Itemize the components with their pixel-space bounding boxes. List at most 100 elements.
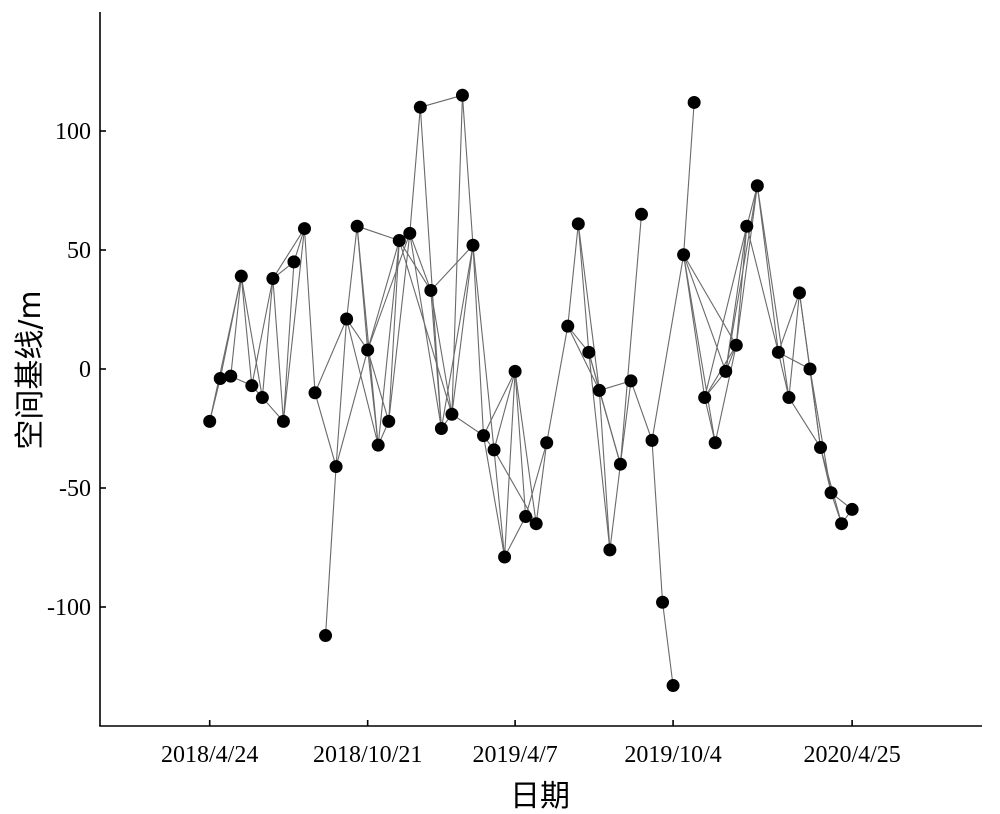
data-point xyxy=(708,436,722,450)
connection-line xyxy=(662,602,674,686)
x-tick-label: 2020/4/25 xyxy=(803,742,900,768)
connection-line xyxy=(282,228,306,422)
connection-line xyxy=(409,107,421,234)
data-point xyxy=(466,238,480,252)
data-point xyxy=(403,226,417,240)
data-points xyxy=(203,88,859,693)
data-point xyxy=(729,338,743,352)
connection-line xyxy=(504,371,516,558)
connection-line xyxy=(756,185,790,398)
data-point xyxy=(434,422,448,435)
x-tick-label: 2019/4/7 xyxy=(472,742,557,768)
connection-line xyxy=(324,466,337,636)
x-axis-title: 日期 xyxy=(510,779,570,814)
connection-line xyxy=(398,240,453,415)
x-tick-label: 2018/4/24 xyxy=(161,742,258,768)
connection-line xyxy=(735,226,748,346)
connection-line xyxy=(819,447,843,524)
connection-line xyxy=(367,349,379,446)
data-point xyxy=(487,443,501,457)
connection-line xyxy=(409,233,432,291)
connection-line xyxy=(651,254,685,441)
connection-line xyxy=(451,245,474,415)
data-point xyxy=(824,486,838,500)
data-point xyxy=(656,595,670,609)
data-point xyxy=(792,286,806,300)
y-tick-label: 0 xyxy=(79,357,91,383)
data-point xyxy=(308,386,322,400)
connection-line xyxy=(472,245,485,436)
connection-line xyxy=(683,254,737,346)
data-point xyxy=(329,460,343,474)
connection-line xyxy=(272,228,305,279)
data-point xyxy=(455,88,469,102)
connection-line xyxy=(777,352,790,398)
data-point xyxy=(287,255,301,269)
connection-line xyxy=(588,352,611,550)
connection-line xyxy=(314,318,348,394)
data-point xyxy=(445,407,459,421)
x-tick-label: 2018/10/21 xyxy=(313,742,422,768)
data-point xyxy=(276,414,290,428)
connection-line xyxy=(598,390,621,465)
data-point xyxy=(213,372,227,386)
data-point xyxy=(624,374,638,388)
x-tick-label: 2019/10/4 xyxy=(624,742,721,768)
connection-line xyxy=(430,290,453,415)
connection-line xyxy=(367,349,390,422)
connection-line xyxy=(377,240,400,446)
connection-line xyxy=(746,226,779,353)
data-point xyxy=(666,679,680,693)
connection-line xyxy=(420,94,463,108)
data-point xyxy=(319,629,333,643)
connection-line xyxy=(493,371,516,451)
connection-line xyxy=(683,254,727,372)
data-point xyxy=(245,379,259,393)
connection-line xyxy=(704,226,748,398)
connection-line xyxy=(567,325,600,391)
connection-line xyxy=(272,278,284,422)
data-point xyxy=(424,283,438,297)
data-point xyxy=(835,517,849,531)
data-point xyxy=(266,272,280,286)
connection-line xyxy=(388,240,400,422)
connection-line xyxy=(230,276,242,377)
connection-line xyxy=(461,95,474,246)
connection-line xyxy=(535,442,548,524)
connection-line xyxy=(788,292,801,398)
data-point xyxy=(645,433,659,447)
data-point xyxy=(371,438,385,452)
data-point xyxy=(224,369,238,383)
y-tick-label: -100 xyxy=(47,595,91,621)
connection-line xyxy=(683,102,695,255)
connection-line xyxy=(514,371,537,524)
connection-line xyxy=(346,226,358,320)
connection-line xyxy=(651,440,664,603)
data-point xyxy=(613,457,627,471)
connection-line xyxy=(482,435,506,558)
data-point xyxy=(350,219,364,233)
connection-line xyxy=(777,292,800,353)
connection-line xyxy=(514,371,527,517)
connection-line xyxy=(577,223,590,353)
connection-line xyxy=(240,276,253,386)
data-point xyxy=(571,217,585,231)
data-point xyxy=(498,550,512,564)
data-point xyxy=(382,414,396,428)
data-point xyxy=(592,383,606,397)
connection-line xyxy=(756,185,779,353)
data-point xyxy=(540,436,554,450)
data-point xyxy=(698,391,712,405)
data-point xyxy=(803,362,817,376)
connection-line xyxy=(451,95,464,415)
connection-line xyxy=(704,397,716,443)
connection-line xyxy=(261,278,274,398)
connection-line xyxy=(356,225,400,242)
connection-line xyxy=(619,214,643,465)
connection-line xyxy=(335,318,348,467)
connection-line xyxy=(335,349,369,467)
data-point xyxy=(582,345,596,359)
data-point xyxy=(740,219,754,233)
y-tick-label: -50 xyxy=(59,476,91,502)
